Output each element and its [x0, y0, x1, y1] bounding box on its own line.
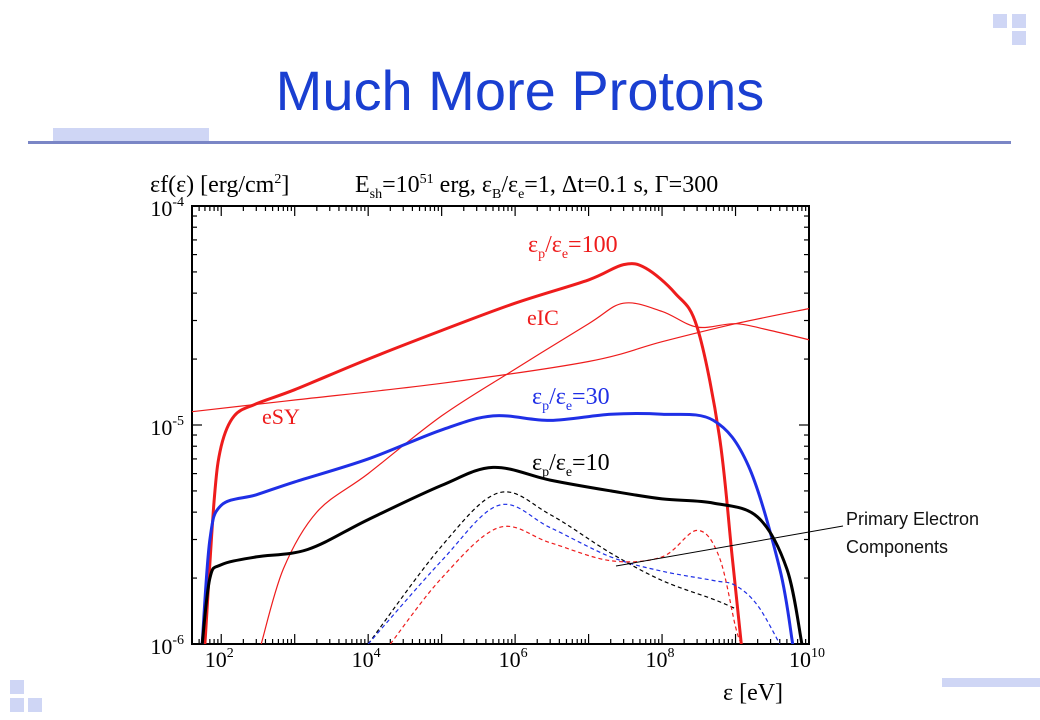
corner-square-bottom-3: [28, 698, 42, 712]
x-tick-label: 104: [352, 646, 381, 672]
corner-square-top-3: [1012, 31, 1026, 45]
corner-square-top-2: [1012, 14, 1026, 28]
annotation-pointer: [615, 525, 844, 567]
x-axis-label: ε [eV]: [723, 680, 783, 706]
y-tick-label: 10-5: [150, 414, 184, 440]
y-tick-label: 10-6: [150, 633, 184, 659]
y-axis-label: εf(ε) [erg/cm2]: [150, 172, 289, 198]
x-tick-label: 1010: [789, 646, 825, 672]
series-label-eic: eIC: [527, 305, 559, 330]
series-label-30: εp/εe=30: [532, 384, 610, 414]
x-tick-label: 102: [205, 646, 234, 672]
corner-square-bottom-1: [10, 680, 24, 694]
y-tick-label: 10-4: [150, 195, 184, 221]
series-line-3: [200, 411, 795, 644]
params-label: Esh=1051 erg, εB/εe=1, Δt=0.1 s, Γ=300: [355, 172, 718, 202]
slide-title: Much More Protons: [275, 59, 765, 122]
annotation-line-2: Components: [846, 537, 949, 557]
x-tick-label: 106: [499, 646, 528, 672]
title-divider: [28, 141, 1011, 144]
series-line-6: [367, 503, 781, 644]
accent-bar-top: [53, 128, 209, 141]
corner-square-bottom-2: [10, 698, 24, 712]
annotation-primary-electron: Primary Electron Components: [846, 505, 979, 561]
series-line-0: [203, 262, 743, 644]
corner-square-top-1: [993, 14, 1007, 28]
annotation-line-1: Primary Electron: [846, 509, 980, 529]
series-label-100: εp/εe=100: [528, 232, 618, 262]
series-label-10: εp/εe=10: [532, 450, 610, 480]
x-tick-label: 108: [646, 646, 675, 672]
series-line-2: [192, 308, 809, 413]
accent-bar-bottom: [942, 678, 1040, 687]
series-label-esy: eSY: [262, 404, 300, 429]
series-line-4: [200, 465, 804, 644]
series-line-7: [389, 525, 742, 644]
series-line-5: [367, 491, 736, 644]
